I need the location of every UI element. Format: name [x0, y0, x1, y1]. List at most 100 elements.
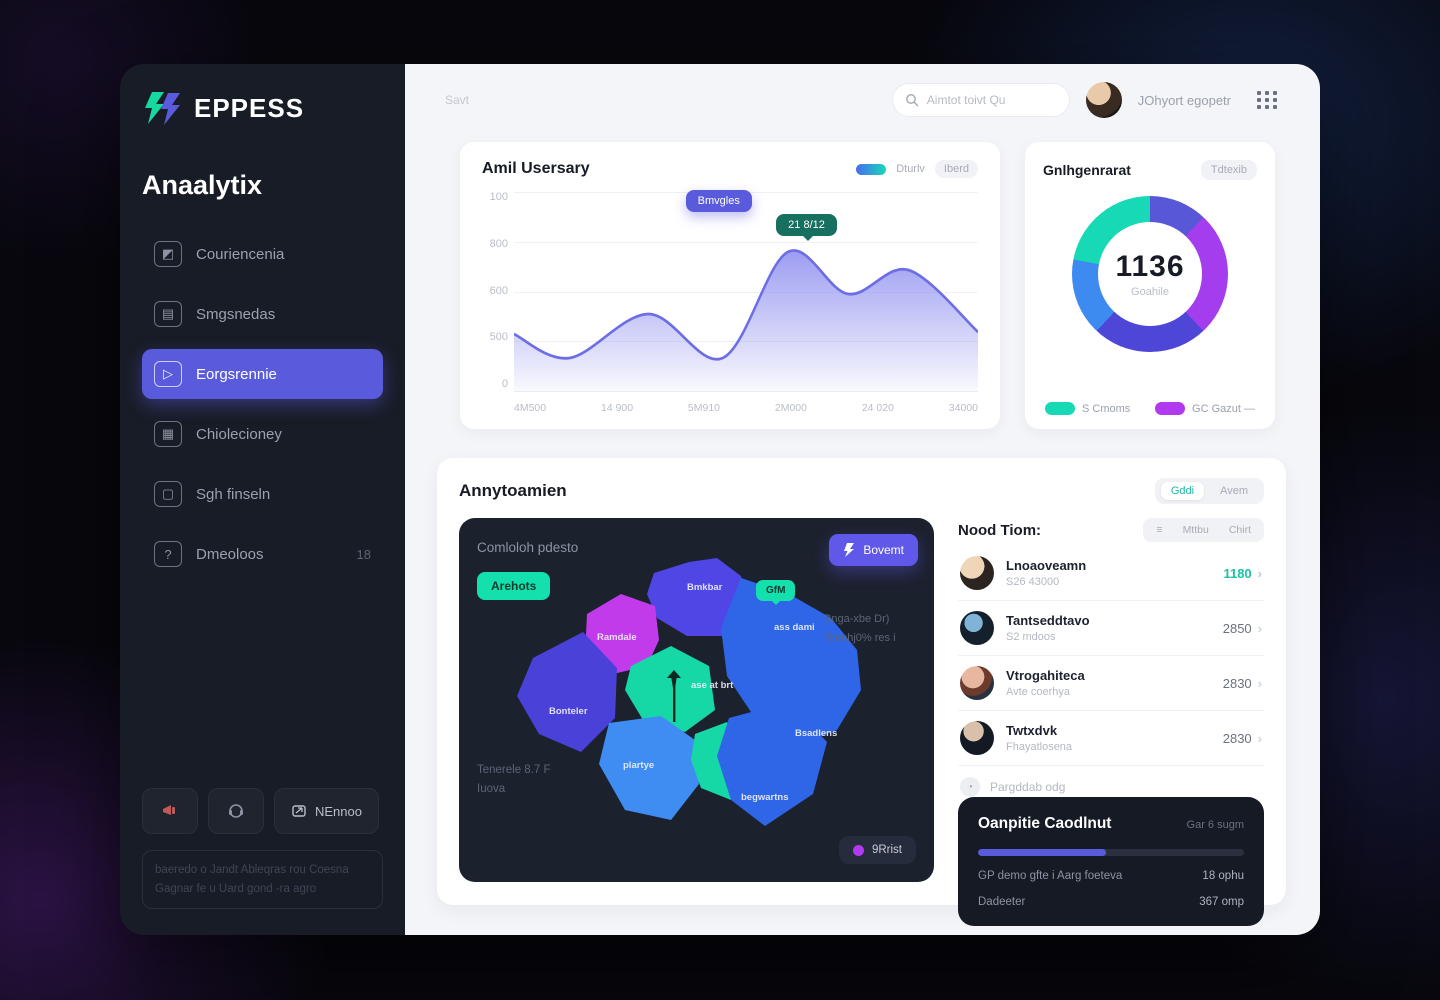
- map-tooltip: GfM: [756, 580, 796, 605]
- x-tick: 34000: [948, 402, 978, 414]
- donut-legend: S Cmoms GC Gazut —: [1043, 402, 1257, 415]
- donut-filter-chip[interactable]: Tdtexib: [1200, 160, 1257, 180]
- share-button[interactable]: NEnnoo: [274, 788, 379, 835]
- sidebar-item-label: Sgh finseln: [196, 485, 271, 503]
- logo-bolt-icon: [145, 92, 180, 125]
- chevron-right-icon[interactable]: ›: [1257, 565, 1262, 581]
- leaderboard-control-b[interactable]: Chirt: [1228, 524, 1251, 536]
- map-region-needle[interactable]: [625, 646, 715, 732]
- sidebar-footer: NEnnoo baeredo o Jandt Ableqras rou Coes…: [142, 788, 383, 909]
- donut-card-title: Gnlhgenrarat: [1043, 162, 1131, 178]
- leaderboard-row-2[interactable]: Tantseddtavo S2 mdoos 2850 ›: [958, 601, 1264, 656]
- analytics-icon: ▷: [154, 361, 182, 387]
- tab-inactive[interactable]: Avem: [1220, 485, 1248, 497]
- reports-icon: ▤: [154, 301, 182, 327]
- x-tick: 24 020: [861, 402, 894, 414]
- map-legend: 9Rrist: [838, 836, 916, 864]
- y-tick: 800: [489, 237, 508, 250]
- chart-tooltip-secondary: 21 8/12: [776, 214, 837, 241]
- main-panel: Savt Aimtot toivt Qu JOhyort egopetr: [405, 64, 1320, 935]
- sidebar-title: Anaalytix: [142, 170, 263, 200]
- map-section-title: Annytoamien: [459, 481, 567, 500]
- area-series: [514, 249, 978, 392]
- sidebar-item-label: Eorgsrennie: [196, 365, 277, 383]
- leaderboard-title: Nood Tiom:: [958, 521, 1042, 539]
- usage-card: Amil Usersary Dturlv Iberd 100 800 600 5…: [460, 142, 1000, 429]
- sidebar-item-4[interactable]: ▦ Chiolecioney: [142, 409, 383, 459]
- user-name: JOhyort egopetr: [1137, 92, 1231, 108]
- leaderboard-row-3[interactable]: Vtrogahiteca Avte coerhya 2830 ›: [958, 656, 1264, 711]
- map-legend-label: 9Rrist: [871, 844, 902, 856]
- topbar: Savt Aimtot toivt Qu JOhyort egopetr: [405, 64, 1320, 136]
- leaderboard-row-1[interactable]: Lnoaoveamn S26 43000 1180 ›: [958, 546, 1264, 601]
- map-region-bmkbar[interactable]: [647, 558, 751, 636]
- map-corner-note: Tenerele 8.7 F Iuova: [477, 761, 551, 800]
- apps-grid-icon[interactable]: [1257, 91, 1278, 109]
- leaderboard-row-4[interactable]: Twtxdvk Fhayatlosena 2830 ›: [958, 711, 1264, 766]
- app-window: EPPESS Anaalytix ◩ Couriencenia ▤ Smgsne…: [120, 64, 1320, 935]
- map-action-button[interactable]: Bovemt: [829, 534, 918, 566]
- search-icon: [905, 94, 919, 107]
- map-badge[interactable]: Arehots: [477, 572, 551, 600]
- legend-label: GC Gazut —: [1192, 402, 1255, 415]
- avatar: [960, 556, 994, 590]
- headset-icon: [229, 804, 243, 819]
- sidebar-item-5[interactable]: ▢ Sgh finseln: [142, 469, 383, 519]
- map-label: Bmkbar: [687, 582, 723, 593]
- search-placeholder: Aimtot toivt Qu: [926, 93, 1006, 107]
- chevron-right-icon[interactable]: ›: [1257, 730, 1262, 746]
- map-region-assdami[interactable]: [721, 578, 861, 746]
- sidebar-item-3-active[interactable]: ▷ Eorgsrennie: [142, 349, 383, 399]
- user-avatar[interactable]: [1085, 82, 1122, 118]
- usage-toggle-label-b[interactable]: Iberd: [934, 160, 978, 178]
- map-region-bonteler[interactable]: [517, 632, 617, 752]
- sidebar-item-label: Dmeoloos: [196, 545, 264, 563]
- legend-swatch-teal: [1045, 402, 1075, 415]
- row-detail: S2 mdoos: [1006, 631, 1056, 643]
- needle-landmark-icon: [667, 670, 681, 722]
- progress-row-label: GP demo gfte i Aarg foeteva: [978, 870, 1123, 882]
- announce-button[interactable]: [142, 788, 198, 835]
- progress-row-value: 18 ophu: [1202, 870, 1244, 882]
- map-region-plartye[interactable]: [599, 716, 699, 820]
- donut-chart: 1136 Goahile: [1072, 196, 1228, 352]
- sidebar-item-label: Couriencenia: [196, 245, 285, 263]
- map-label: Ramdale: [597, 632, 637, 643]
- sidebar-item-badge: 18: [356, 546, 371, 562]
- map-region-begwartns[interactable]: [717, 702, 827, 826]
- map-label: ass dami: [774, 622, 815, 633]
- tab-active[interactable]: Gddi: [1160, 482, 1205, 500]
- chevron-right-icon[interactable]: ›: [1257, 675, 1262, 691]
- map-corner-note-line2: Iuova: [477, 783, 506, 796]
- sidebar-item-6[interactable]: ? Dmeoloos 18: [142, 529, 383, 579]
- logo-text: EPPESS: [194, 92, 305, 123]
- row-detail: Fhayatlosena: [1006, 741, 1073, 753]
- support-button[interactable]: [208, 788, 264, 835]
- region-map[interactable]: Bmkbar ass dami Ramdale Bonteler ase at …: [459, 518, 934, 882]
- sidebar-note: baeredo o Jandt Ableqras rou Coesna Gagn…: [142, 850, 383, 909]
- sidebar-nav: ◩ Couriencenia ▤ Smgsnedas ▷ Eorgsrennie…: [142, 229, 383, 579]
- legend-item-2: GC Gazut —: [1155, 402, 1255, 415]
- overview-icon: ◩: [154, 241, 182, 267]
- sidebar-item-1[interactable]: ◩ Couriencenia: [142, 229, 383, 279]
- leaderboard-footer-link[interactable]: ◔ Pargddab odg: [958, 766, 1264, 797]
- search-input[interactable]: Aimtot toivt Qu: [891, 83, 1070, 117]
- sidebar-note-line1: baeredo o Jandt Ableqras rou Coesna: [155, 864, 349, 877]
- usage-toggle-label-a[interactable]: Dturlv: [896, 163, 925, 175]
- breadcrumb: Savt: [445, 93, 470, 107]
- logo: EPPESS: [142, 90, 383, 126]
- sidebar-item-2[interactable]: ▤ Smgsnedas: [142, 289, 383, 339]
- donut-total-label: Goahile: [1131, 286, 1169, 298]
- row-value: 2830: [1222, 675, 1252, 691]
- leaderboard-control-a[interactable]: Mttbu: [1182, 524, 1209, 536]
- progress-title: Oanpitie Caodlnut: [978, 815, 1112, 832]
- map-label: plartye: [623, 760, 654, 771]
- chevron-right-icon[interactable]: ›: [1257, 620, 1262, 636]
- legend-item-1: S Cmoms: [1045, 402, 1130, 415]
- row-name: Tantseddtavo: [1006, 613, 1090, 628]
- progress-fill: [978, 849, 1106, 856]
- y-tick: 500: [489, 331, 508, 344]
- list-view-icon[interactable]: ≡: [1156, 524, 1163, 536]
- usage-toggle[interactable]: [856, 163, 887, 175]
- map-side-note: Bnga-xbe Dr) Rmehj0% res i: [824, 610, 920, 647]
